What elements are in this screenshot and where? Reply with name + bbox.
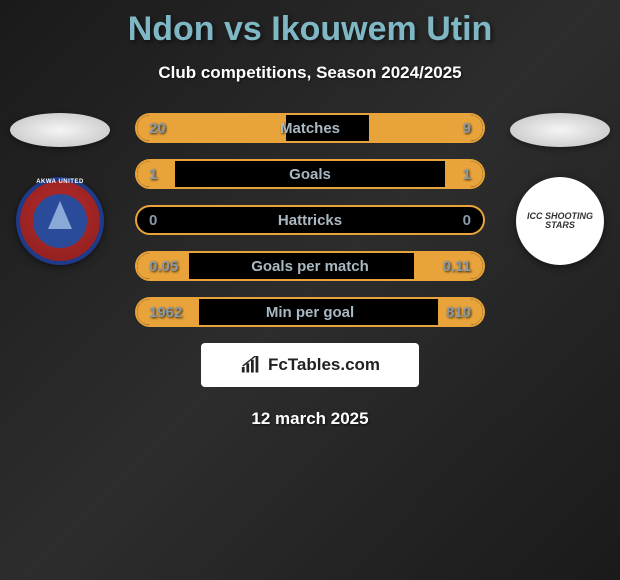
stat-value-right: 9 bbox=[463, 120, 471, 137]
stat-value-left: 0 bbox=[149, 212, 157, 229]
stat-value-left: 20 bbox=[149, 120, 166, 137]
stat-row: 0.05 Goals per match 0.11 bbox=[135, 251, 485, 281]
stat-row: 1962 Min per goal 810 bbox=[135, 297, 485, 327]
stat-value-right: 0.11 bbox=[443, 258, 471, 275]
player-left: AKWA UNITED bbox=[10, 113, 110, 265]
stat-value-left: 1962 bbox=[149, 304, 182, 321]
club-badge-left: AKWA UNITED bbox=[16, 177, 104, 265]
stat-value-left: 0.05 bbox=[149, 258, 178, 275]
comparison-content: AKWA UNITED ICC SHOOTING STARS 20 Matches… bbox=[0, 113, 620, 429]
player-right-silhouette bbox=[510, 113, 610, 147]
player-left-silhouette bbox=[10, 113, 110, 147]
brand-badge: FcTables.com bbox=[201, 343, 419, 387]
stat-row: 20 Matches 9 bbox=[135, 113, 485, 143]
club-badge-right: ICC SHOOTING STARS bbox=[516, 177, 604, 265]
date-label: 12 march 2025 bbox=[0, 409, 620, 429]
player-right: ICC SHOOTING STARS bbox=[510, 113, 610, 265]
stats-container: 20 Matches 9 1 Goals 1 0 Hattricks 0 0.05 Goals pe… bbox=[135, 113, 485, 327]
brand-text: FcTables.com bbox=[268, 355, 380, 375]
stat-value-left: 1 bbox=[149, 166, 157, 183]
subtitle: Club competitions, Season 2024/2025 bbox=[0, 63, 620, 83]
stat-value-right: 0 bbox=[463, 212, 471, 229]
stat-label: Goals bbox=[289, 166, 331, 183]
brand-chart-icon bbox=[240, 356, 262, 374]
stat-label: Hattricks bbox=[278, 212, 342, 229]
stat-label: Min per goal bbox=[266, 304, 354, 321]
stat-label: Goals per match bbox=[251, 258, 369, 275]
stat-label: Matches bbox=[280, 120, 340, 137]
stat-row: 1 Goals 1 bbox=[135, 159, 485, 189]
stat-row: 0 Hattricks 0 bbox=[135, 205, 485, 235]
stat-value-right: 810 bbox=[446, 304, 471, 321]
page-title: Ndon vs Ikouwem Utin bbox=[0, 0, 620, 49]
club-badge-left-label: AKWA UNITED bbox=[36, 179, 84, 185]
club-badge-right-label: ICC SHOOTING STARS bbox=[516, 212, 604, 230]
stat-value-right: 1 bbox=[463, 166, 471, 183]
